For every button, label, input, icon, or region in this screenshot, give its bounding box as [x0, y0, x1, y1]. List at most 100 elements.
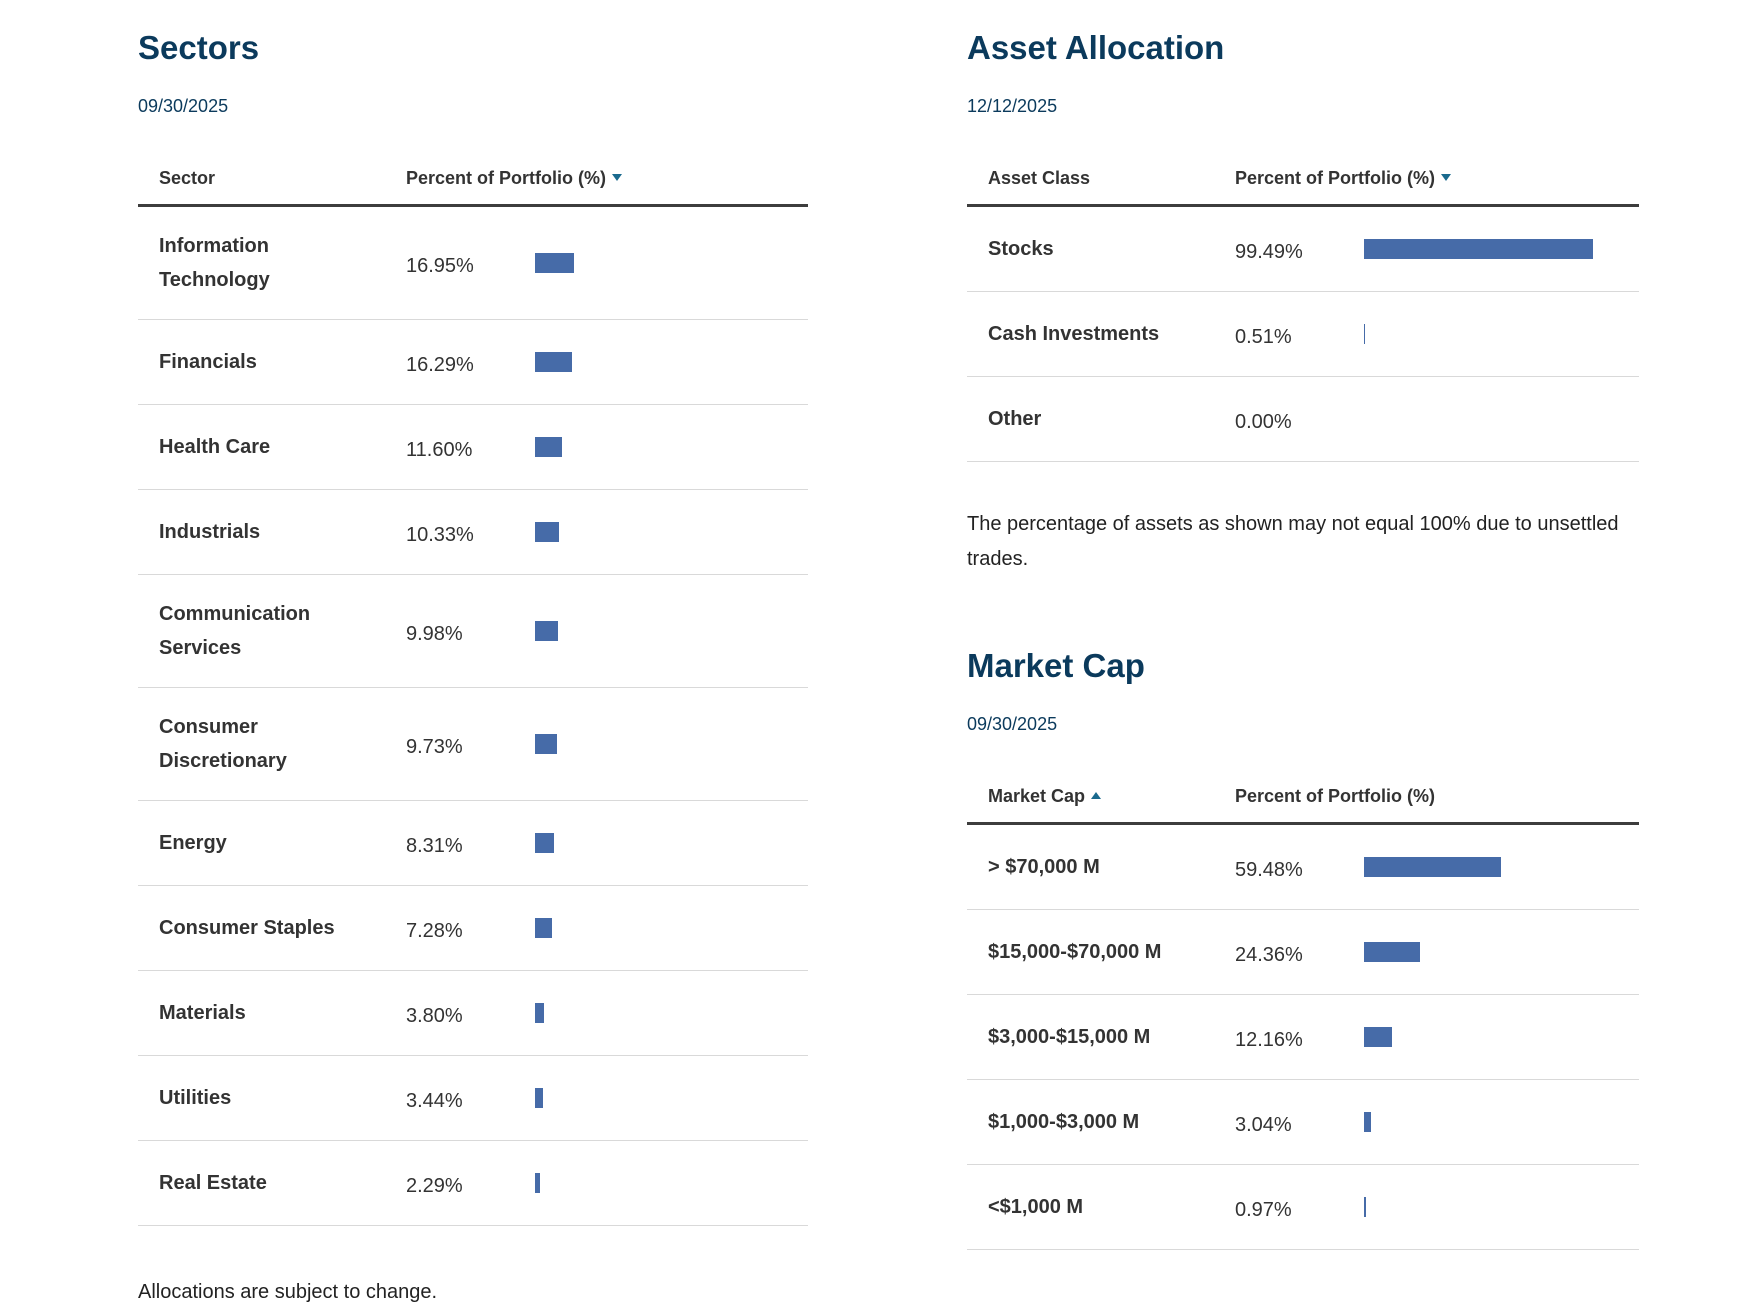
table-row: Communication Services 9.98% — [138, 575, 808, 688]
table-row: Financials 16.29% — [138, 320, 808, 405]
sort-indicator[interactable] — [612, 174, 623, 181]
percent-value: 10.33% — [406, 524, 474, 546]
percent-value: 59.48% — [1235, 859, 1303, 881]
sort-indicator[interactable] — [1091, 792, 1102, 799]
as-of-date: 09/30/2025 — [138, 96, 229, 116]
bar-track — [1364, 857, 1639, 877]
column-header[interactable]: Asset Class — [988, 168, 1091, 188]
table-row: Utilities 3.44% — [138, 1056, 808, 1141]
name-cell: Utilities — [138, 1081, 406, 1115]
row-label: $1,000-$3,000 M — [988, 1111, 1140, 1133]
table-row: Industrials 10.33% — [138, 490, 808, 575]
row-label: Information Technology — [159, 235, 270, 291]
table-row: Real Estate 2.29% — [138, 1141, 808, 1226]
name-cell: Materials — [138, 996, 406, 1030]
percent-value: 12.16% — [1235, 1029, 1303, 1051]
column-header-cell[interactable]: Percent of Portfolio (%) — [1235, 785, 1639, 822]
as-of-date: 12/12/2025 — [967, 96, 1058, 116]
row-label: Health Care — [159, 436, 271, 458]
name-cell: Health Care — [138, 430, 406, 464]
table-row: Stocks 99.49% — [967, 207, 1639, 292]
bar-track — [1364, 1112, 1639, 1132]
bar — [535, 437, 562, 457]
percent-value: 16.29% — [406, 354, 474, 376]
section-title: Sectors — [138, 29, 260, 66]
bar — [1364, 1027, 1392, 1047]
table-row: Consumer Staples 7.28% — [138, 886, 808, 971]
table-row: Materials 3.80% — [138, 971, 808, 1056]
bar-track — [1364, 1197, 1639, 1217]
column-header-cell[interactable]: Asset Class — [967, 167, 1235, 204]
bar — [535, 833, 555, 853]
bar-track — [1364, 239, 1639, 259]
bar — [1364, 239, 1593, 259]
table-row: Consumer Discretionary 9.73% — [138, 688, 808, 801]
bar-track — [535, 1173, 808, 1193]
column-header-cell[interactable]: Percent of Portfolio (%) — [1235, 167, 1639, 204]
bar-track — [1364, 324, 1639, 344]
bar-track — [535, 352, 808, 372]
bar — [1364, 942, 1421, 962]
footnote: The percentage of assets as shown may no… — [967, 513, 1619, 570]
table-row: > $70,000 M 59.48% — [967, 825, 1639, 910]
bar — [535, 1088, 543, 1108]
bar — [535, 918, 552, 938]
percent-value: 0.00% — [1235, 411, 1292, 433]
bar — [535, 522, 559, 542]
percent-value: 9.98% — [406, 623, 463, 645]
percent-value: 0.51% — [1235, 326, 1292, 348]
percent-value: 11.60% — [406, 439, 473, 461]
percent-value: 2.29% — [406, 1175, 463, 1197]
bar — [535, 1003, 544, 1023]
bar — [535, 352, 573, 372]
table-row: $3,000-$15,000 M 12.16% — [967, 995, 1639, 1080]
percent-value: 16.95% — [406, 255, 474, 277]
market-cap-panel: Market Cap 09/30/2025 Market Cap Percent of… — [967, 646, 1639, 1250]
section-title: Asset Allocation — [967, 29, 1225, 66]
bar-track — [535, 522, 808, 542]
percent-value: 3.80% — [406, 1005, 463, 1027]
name-cell: Real Estate — [138, 1166, 406, 1200]
asset-allocation-panel: Asset Allocation 12/12/2025 Asset Class Per… — [967, 28, 1639, 577]
table-row: Information Technology 16.95% — [138, 207, 808, 320]
column-header-cell[interactable]: Market Cap — [967, 785, 1235, 822]
column-header[interactable]: Percent of Portfolio (%) — [1235, 786, 1436, 806]
column-header[interactable]: Market Cap — [988, 786, 1086, 806]
percent-value: 99.49% — [1235, 241, 1303, 263]
column-header[interactable]: Percent of Portfolio (%) — [1235, 168, 1436, 188]
bar — [535, 253, 574, 273]
percent-value: 24.36% — [1235, 944, 1303, 966]
name-cell: $3,000-$15,000 M — [967, 1020, 1235, 1054]
sectors-panel: Sectors 09/30/2025 Sector Percent of Portfo… — [138, 28, 808, 1310]
name-cell: Cash Investments — [967, 317, 1235, 351]
section-title: Market Cap — [967, 647, 1145, 684]
bar-track — [535, 437, 808, 457]
bar — [535, 621, 558, 641]
row-label: Communication Services — [159, 603, 311, 659]
table-row: $1,000-$3,000 M 3.04% — [967, 1080, 1639, 1165]
row-label: Other — [988, 408, 1042, 430]
column-header-cell[interactable]: Percent of Portfolio (%) — [406, 167, 808, 204]
bar-track — [535, 253, 808, 273]
bar-track — [535, 1088, 808, 1108]
table-header: Sector Percent of Portfolio (%) — [138, 116, 808, 207]
name-cell: Other — [967, 402, 1235, 436]
column-header-cell[interactable]: Sector — [138, 167, 406, 204]
column-header[interactable]: Percent of Portfolio (%) — [406, 168, 607, 188]
row-label: Energy — [159, 832, 227, 854]
as-of-date: 09/30/2025 — [967, 714, 1058, 734]
sort-indicator[interactable] — [1441, 174, 1452, 181]
table-row: Energy 8.31% — [138, 801, 808, 886]
column-header[interactable]: Sector — [159, 168, 216, 188]
name-cell: Energy — [138, 826, 406, 860]
percent-value: 0.97% — [1235, 1199, 1292, 1221]
bar-track — [535, 918, 808, 938]
name-cell: <$1,000 M — [967, 1190, 1235, 1224]
table-header: Market Cap Percent of Portfolio (%) — [967, 734, 1639, 825]
name-cell: Financials — [138, 345, 406, 379]
bar — [1364, 857, 1501, 877]
table-row: $15,000-$70,000 M 24.36% — [967, 910, 1639, 995]
row-label: Cash Investments — [988, 323, 1160, 345]
table-row: <$1,000 M 0.97% — [967, 1165, 1639, 1250]
